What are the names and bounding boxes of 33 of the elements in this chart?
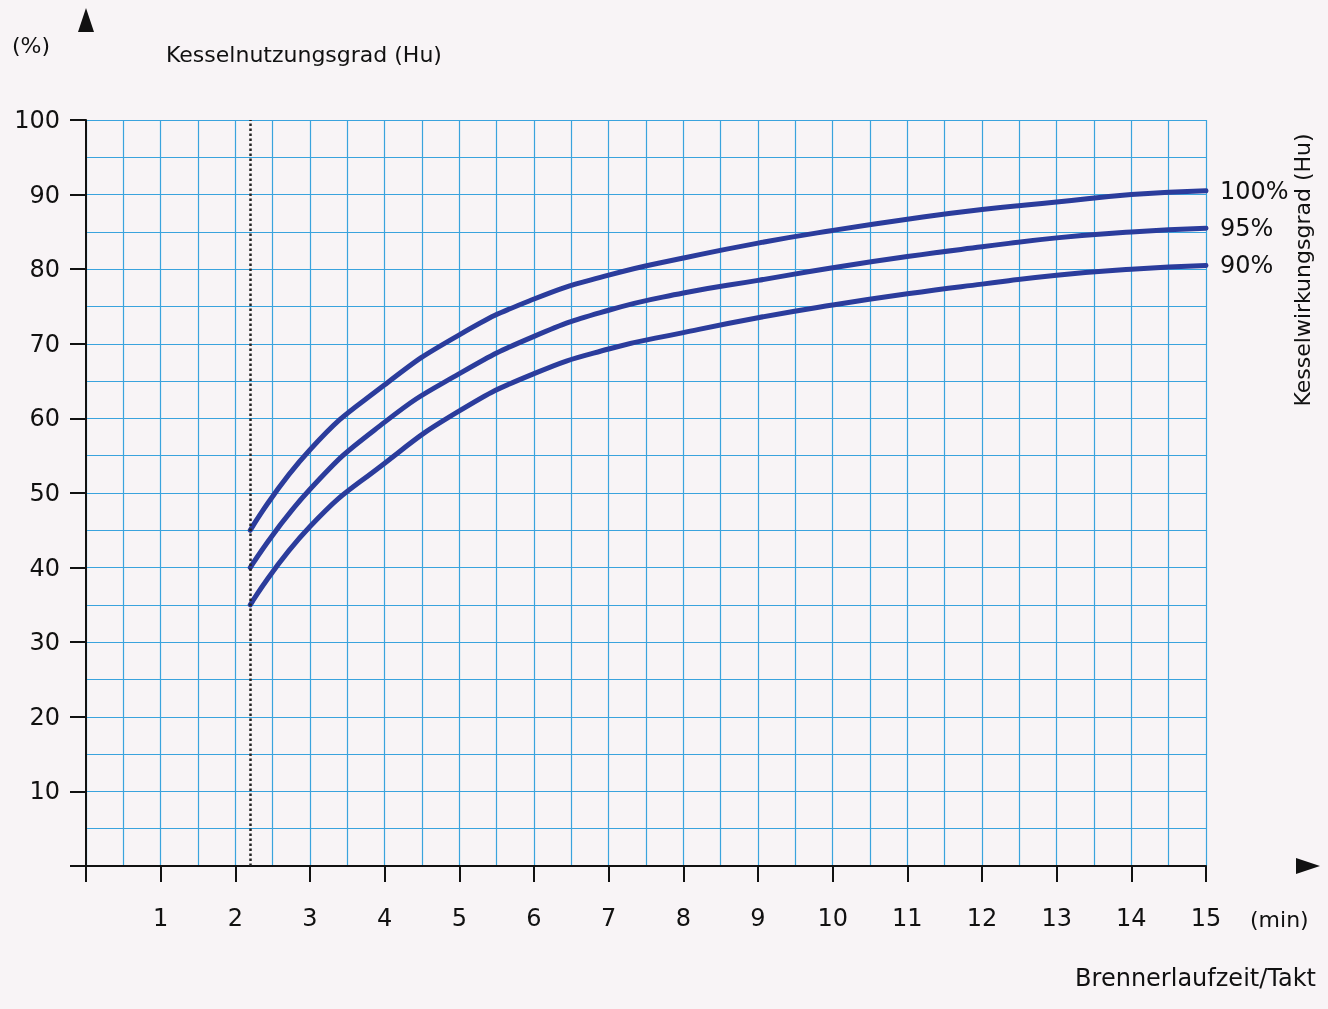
x-tick-label: 14 <box>1116 904 1147 932</box>
y-tick-label: 10 <box>29 777 60 806</box>
x-tick-label: 11 <box>892 904 923 932</box>
x-tick-label: 9 <box>750 904 766 932</box>
y-tick-label: 60 <box>29 404 60 433</box>
x-tick-label: 5 <box>451 904 467 932</box>
y-tick-label: 40 <box>29 553 60 582</box>
text: (min) <box>1250 906 1309 932</box>
series-label: 90% <box>1220 251 1274 280</box>
x-tick-label: 8 <box>675 904 691 932</box>
x-tick-label: 3 <box>302 904 318 932</box>
y-tick-label: 20 <box>29 702 60 731</box>
y-tick-label: 70 <box>29 329 60 358</box>
text: (%) <box>12 32 51 58</box>
y-tick-label: 90 <box>29 180 60 209</box>
y-tick-label: 80 <box>29 255 60 284</box>
x-tick-label: 10 <box>817 904 848 932</box>
x-tick-label: 15 <box>1190 904 1222 932</box>
x-tick-label: 7 <box>601 904 617 932</box>
x-tick-label: 6 <box>526 904 542 932</box>
x-tick-label: 13 <box>1041 904 1072 932</box>
x-tick-label: 4 <box>377 904 393 932</box>
y-axis-title: Kesselnutzungsgrad (Hu) <box>166 41 442 67</box>
y-tick-label: 50 <box>29 479 60 507</box>
x-axis-title: Brennerlaufzeit/Takt <box>1075 964 1316 992</box>
x-tick-label: 2 <box>227 904 243 932</box>
x-tick-label: 1 <box>153 904 169 932</box>
series-label: 95% <box>1220 214 1274 243</box>
y-tick-label: 100 <box>14 106 60 134</box>
y2-axis-title: Kesselwirkungsgrad (Hu) <box>1289 133 1315 407</box>
y-tick-label: 30 <box>29 628 60 657</box>
series-label: 100% <box>1220 176 1289 205</box>
x-tick-label: 12 <box>966 904 998 932</box>
